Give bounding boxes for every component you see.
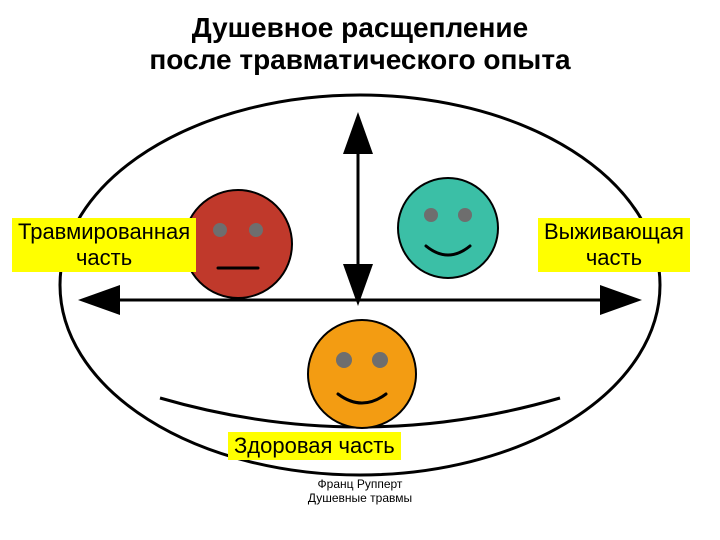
label-healthy: Здоровая часть bbox=[228, 432, 401, 460]
credit-line2: Душевные травмы bbox=[308, 491, 412, 505]
label-traumatized: Травмированная часть bbox=[12, 218, 196, 272]
page-title: Душевное расщепление после травматическо… bbox=[0, 12, 720, 76]
label-surviving: Выживающая часть bbox=[538, 218, 690, 272]
face-traumatized bbox=[184, 190, 292, 298]
credit-block: Франц Рупперт Душевные травмы bbox=[0, 478, 720, 506]
credit-line1: Франц Рупперт bbox=[318, 477, 403, 491]
diagram-stage: Душевное расщепление после травматическо… bbox=[0, 0, 720, 540]
title-line1: Душевное расщепление bbox=[192, 12, 528, 43]
face-healthy bbox=[308, 320, 416, 428]
face-surviving bbox=[398, 178, 498, 278]
title-line2: после травматического опыта bbox=[149, 44, 570, 75]
